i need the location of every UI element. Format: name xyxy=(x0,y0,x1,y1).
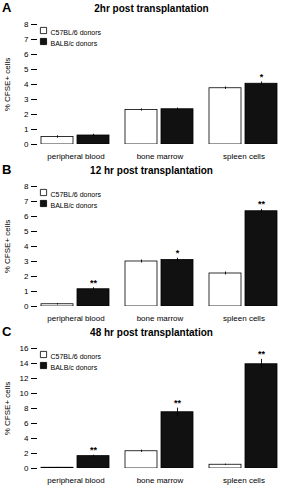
svg-text:4: 4 xyxy=(24,80,29,89)
html-text:C: C xyxy=(2,324,12,339)
svg-text:C57BL/6 donors: C57BL/6 donors xyxy=(51,29,102,36)
svg-text:spleen cells: spleen cells xyxy=(223,152,265,161)
svg-text:2: 2 xyxy=(24,272,29,281)
svg-text:BALB/c donors: BALB/c donors xyxy=(51,202,98,209)
svg-text:6: 6 xyxy=(24,212,29,221)
svg-text:spleen cells: spleen cells xyxy=(223,476,265,485)
svg-text:% CFSE+ cells: % CFSE+ cells xyxy=(3,220,12,274)
html-text:B: B xyxy=(2,162,12,177)
svg-text:peripheral blood: peripheral blood xyxy=(47,152,104,161)
svg-text:10: 10 xyxy=(20,389,29,398)
html-text:2hr post transplantation: 2hr post transplantation xyxy=(94,3,209,14)
svg-text:0: 0 xyxy=(24,464,29,473)
svg-text:4: 4 xyxy=(24,434,29,443)
svg-text:6: 6 xyxy=(24,419,29,428)
svg-text:peripheral blood: peripheral blood xyxy=(47,476,104,485)
svg-text:*: * xyxy=(176,248,180,258)
svg-text:8: 8 xyxy=(24,182,29,191)
svg-text:% CFSE+ cells: % CFSE+ cells xyxy=(3,382,12,436)
svg-text:12: 12 xyxy=(20,374,29,383)
svg-text:3: 3 xyxy=(24,257,29,266)
svg-text:% CFSE+ cells: % CFSE+ cells xyxy=(3,58,12,112)
svg-text:7: 7 xyxy=(24,35,29,44)
svg-text:0: 0 xyxy=(24,302,29,311)
svg-text:6: 6 xyxy=(24,50,29,59)
svg-text:**: ** xyxy=(90,445,98,455)
html-text:48 hr post transplantation: 48 hr post transplantation xyxy=(90,327,213,338)
svg-text:8: 8 xyxy=(24,404,29,413)
svg-text:spleen cells: spleen cells xyxy=(223,314,265,323)
svg-text:1: 1 xyxy=(24,287,29,296)
svg-text:*: * xyxy=(260,72,264,82)
svg-text:2: 2 xyxy=(24,110,29,119)
svg-text:**: ** xyxy=(258,199,266,209)
svg-text:14: 14 xyxy=(20,359,29,368)
svg-text:2: 2 xyxy=(24,449,29,458)
svg-text:peripheral blood: peripheral blood xyxy=(47,314,104,323)
svg-text:4: 4 xyxy=(24,242,29,251)
svg-text:C57BL/6 donors: C57BL/6 donors xyxy=(51,191,102,198)
html-text:A: A xyxy=(2,0,12,15)
svg-text:7: 7 xyxy=(24,197,29,206)
svg-text:bone marrow: bone marrow xyxy=(137,152,184,161)
svg-text:**: ** xyxy=(258,349,266,359)
svg-text:**: ** xyxy=(90,278,98,288)
svg-text:1: 1 xyxy=(24,125,29,134)
svg-text:5: 5 xyxy=(24,65,29,74)
svg-text:0: 0 xyxy=(24,140,29,149)
svg-text:BALB/c donors: BALB/c donors xyxy=(51,40,98,47)
svg-text:8: 8 xyxy=(24,20,29,29)
svg-text:bone marrow: bone marrow xyxy=(137,314,184,323)
svg-text:5: 5 xyxy=(24,227,29,236)
svg-text:3: 3 xyxy=(24,95,29,104)
svg-text:BALB/c donors: BALB/c donors xyxy=(51,364,98,371)
svg-text:16: 16 xyxy=(20,344,29,353)
svg-text:C57BL/6 donors: C57BL/6 donors xyxy=(51,353,102,360)
html-text:12 hr post transplantation: 12 hr post transplantation xyxy=(90,165,213,176)
svg-text:**: ** xyxy=(174,398,182,408)
svg-text:bone marrow: bone marrow xyxy=(137,476,184,485)
